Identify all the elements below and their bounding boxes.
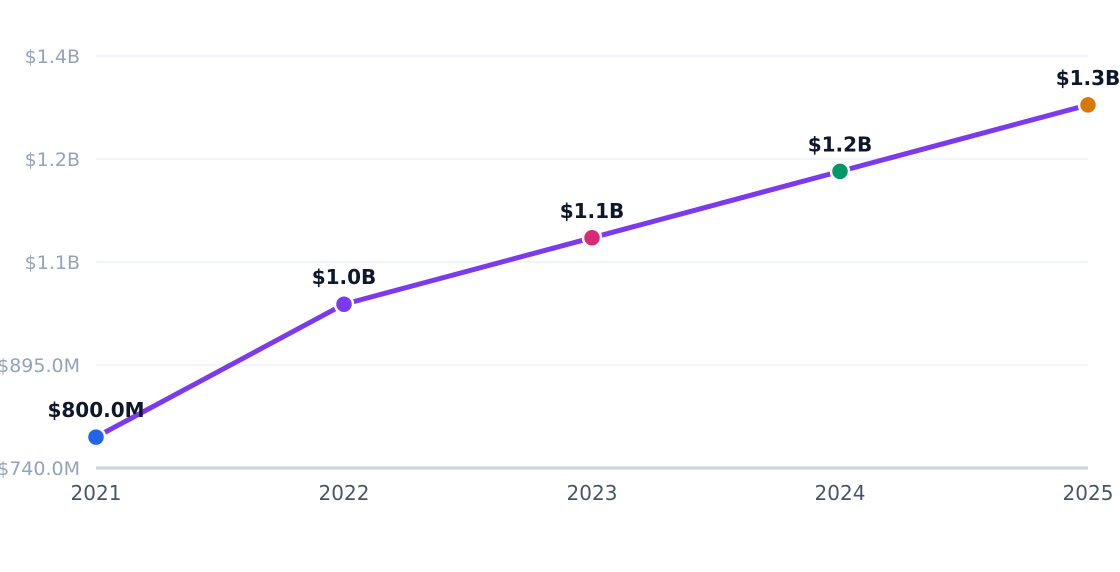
data-label: $1.2B [808, 132, 873, 156]
x-tick-label: 2024 [815, 481, 866, 505]
y-tick-label: $895.0M [0, 355, 80, 377]
data-label: $1.0B [312, 265, 377, 289]
data-point[interactable] [581, 227, 603, 249]
series-line [93, 102, 1091, 440]
y-tick-label: $740.0M [0, 458, 80, 480]
x-tick-label: 2022 [319, 481, 370, 505]
data-label: $1.3B [1056, 66, 1120, 90]
data-point[interactable] [1077, 94, 1099, 116]
y-tick-label: $1.2B [25, 149, 80, 171]
series-line-layer [93, 102, 1091, 440]
data-label: $800.0M [47, 398, 144, 422]
x-tick-label: 2021 [71, 481, 122, 505]
data-point[interactable] [829, 161, 851, 182]
data-labels: $800.0M $1.0B $1.1B $1.2B $1.3B [47, 66, 1120, 422]
data-point[interactable] [333, 293, 355, 315]
x-tick-label: 2023 [567, 481, 618, 505]
x-tick-label: 2025 [1063, 481, 1114, 505]
data-point[interactable] [85, 426, 107, 448]
data-label: $1.1B [560, 199, 625, 223]
data-points [85, 94, 1099, 448]
y-tick-label: $1.4B [25, 46, 80, 68]
gridlines [96, 55, 1088, 366]
y-tick-label: $1.1B [25, 252, 80, 274]
axes: $740.0M $895.0M $1.1B $1.2B $1.4B 2021 2022 202… [0, 46, 1113, 505]
